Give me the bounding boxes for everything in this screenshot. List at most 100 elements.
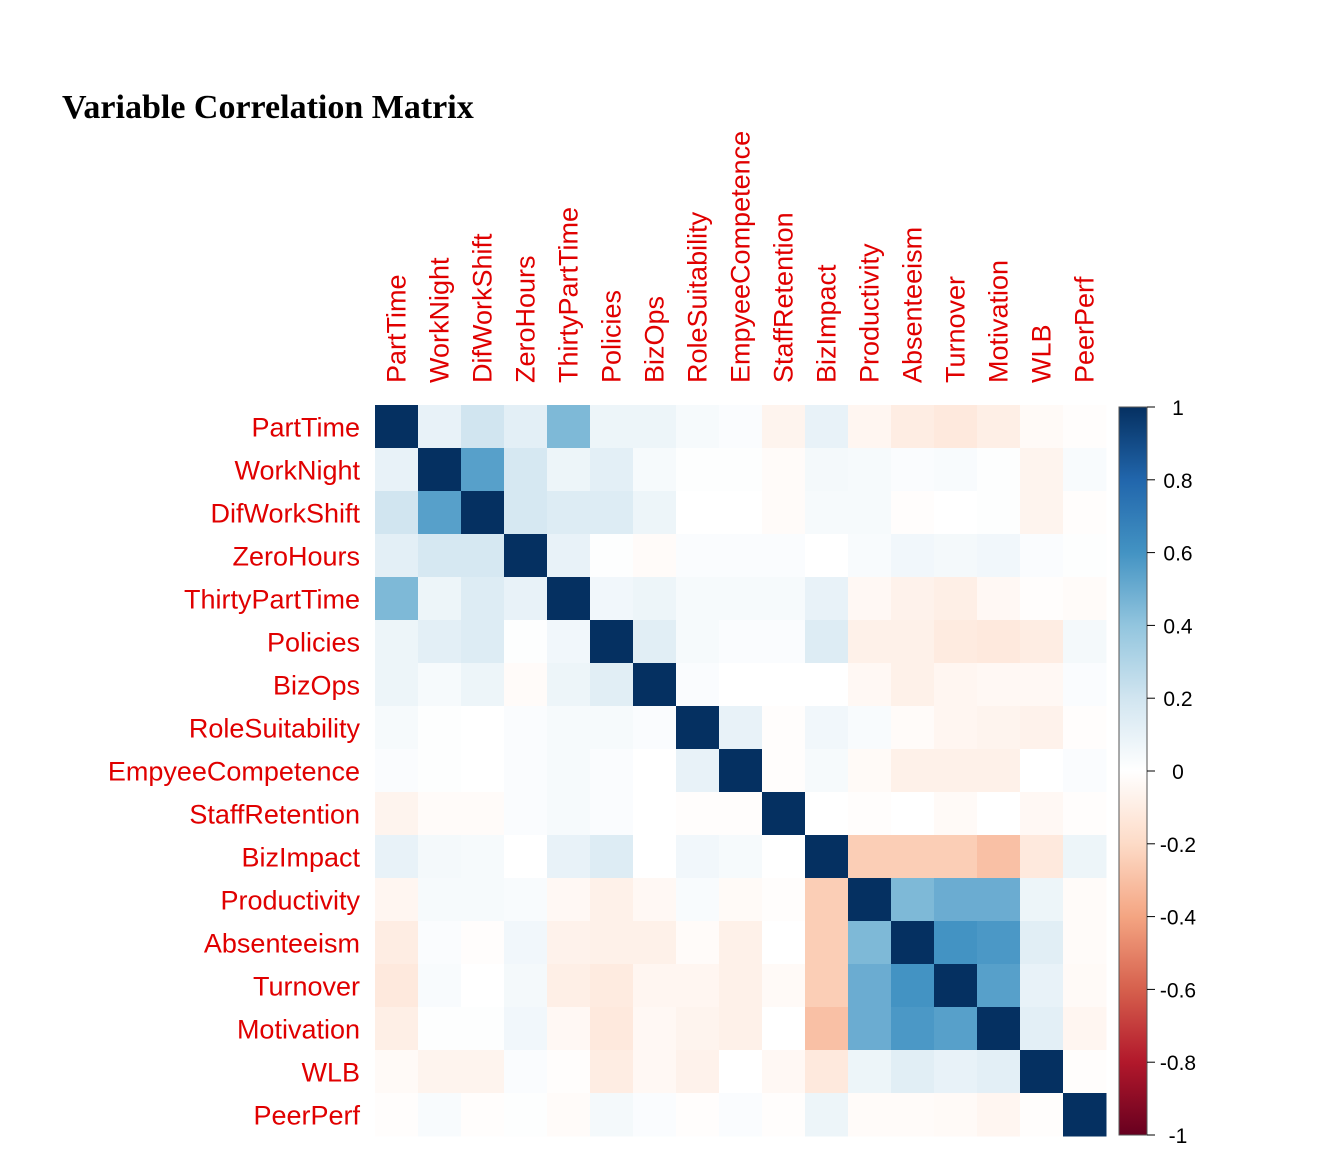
- heatmap-cell: [1063, 534, 1107, 578]
- heatmap-cell: [590, 921, 634, 965]
- heatmap-cell: [805, 405, 849, 449]
- heatmap-cell: [1020, 792, 1064, 836]
- heatmap-cell: [848, 577, 892, 621]
- heatmap-cell: [891, 706, 935, 750]
- heatmap-cell: [547, 706, 591, 750]
- colorbar-tick-label: -1: [1169, 1125, 1188, 1148]
- heatmap-cell: [1020, 835, 1064, 879]
- heatmap-cell: [977, 491, 1021, 535]
- heatmap-cell: [719, 964, 763, 1008]
- colorbar-tick-label: 0.2: [1163, 688, 1192, 711]
- heatmap-cell: [676, 534, 720, 578]
- heatmap-cell: [719, 491, 763, 535]
- heatmap-cell: [977, 448, 1021, 492]
- heatmap-cell: [590, 534, 634, 578]
- heatmap-cell: [762, 964, 806, 1008]
- heatmap-cell: [461, 1007, 505, 1051]
- heatmap-cell: [1063, 921, 1107, 965]
- row-label: ZeroHours: [232, 542, 360, 572]
- heatmap-cell: [633, 706, 677, 750]
- heatmap-cell: [418, 448, 462, 492]
- heatmap-cell: [676, 792, 720, 836]
- colorbar-tick-label: -0.6: [1160, 979, 1196, 1002]
- heatmap-cell: [891, 663, 935, 707]
- heatmap-cell: [633, 1007, 677, 1051]
- heatmap-cell: [676, 491, 720, 535]
- heatmap-cell: [375, 663, 419, 707]
- colorbar-tick-label: 1: [1172, 397, 1184, 420]
- colorbar-tick-label: 0.4: [1163, 615, 1193, 638]
- heatmap-cell: [1020, 534, 1064, 578]
- heatmap-cell: [375, 1050, 419, 1094]
- heatmap-cell: [934, 706, 978, 750]
- heatmap-cell: [805, 878, 849, 922]
- chart-title: Variable Correlation Matrix: [62, 89, 474, 126]
- heatmap-cell: [891, 792, 935, 836]
- row-label: BizOps: [273, 671, 360, 701]
- row-label: Policies: [267, 628, 360, 658]
- heatmap-cell: [719, 577, 763, 621]
- heatmap-cell: [504, 835, 548, 879]
- heatmap-cell: [676, 964, 720, 1008]
- heatmap-cell: [934, 835, 978, 879]
- heatmap-cell: [719, 620, 763, 664]
- heatmap-cell: [719, 1050, 763, 1094]
- heatmap-cell: [1063, 448, 1107, 492]
- heatmap-cell: [375, 534, 419, 578]
- heatmap-cell: [1063, 620, 1107, 664]
- heatmap-cell: [676, 405, 720, 449]
- column-label: BizImpact: [812, 264, 842, 383]
- heatmap-cell: [633, 1050, 677, 1094]
- column-labels: PartTime WorkNight DifWorkShift ZeroHours Th…: [382, 131, 1100, 383]
- heatmap-cell: [504, 878, 548, 922]
- heatmap-cell: [762, 1093, 806, 1137]
- column-label: EmpyeeCompetence: [726, 131, 756, 383]
- heatmap-cell: [1020, 405, 1064, 449]
- heatmap-cell: [504, 620, 548, 664]
- heatmap-cell: [1020, 1007, 1064, 1051]
- heatmap-cell: [805, 620, 849, 664]
- column-label: Absenteeism: [898, 227, 928, 383]
- heatmap-cell: [590, 706, 634, 750]
- heatmap-cell: [848, 663, 892, 707]
- heatmap-cell: [977, 577, 1021, 621]
- heatmap-cell: [375, 706, 419, 750]
- colorbar-tick-label: -0.4: [1160, 907, 1197, 930]
- heatmap-cell: [977, 534, 1021, 578]
- heatmap-cell: [504, 448, 548, 492]
- heatmap-cell: [590, 577, 634, 621]
- heatmap-cell: [461, 577, 505, 621]
- heatmap-cell: [461, 534, 505, 578]
- heatmap-cell: [1063, 1050, 1107, 1094]
- heatmap-cell: [934, 921, 978, 965]
- colorbar-tick-label: -0.2: [1160, 834, 1196, 857]
- heatmap-cell: [1063, 878, 1107, 922]
- heatmap-cell: [848, 749, 892, 793]
- heatmap-cell: [891, 749, 935, 793]
- heatmap-cell: [934, 491, 978, 535]
- heatmap-cell: [719, 706, 763, 750]
- heatmap-cell: [848, 706, 892, 750]
- heatmap-cell: [547, 1050, 591, 1094]
- heatmap-cell: [418, 964, 462, 1008]
- heatmap-cell: [676, 878, 720, 922]
- heatmap-cell: [891, 534, 935, 578]
- heatmap-cell: [418, 1093, 462, 1137]
- heatmap-cell: [848, 405, 892, 449]
- heatmap-cell: [418, 491, 462, 535]
- heatmap-cell: [633, 405, 677, 449]
- heatmap-cell: [1063, 1007, 1107, 1051]
- heatmap-cell: [461, 835, 505, 879]
- heatmap-cell: [418, 878, 462, 922]
- heatmap-cell: [719, 749, 763, 793]
- column-label: PartTime: [382, 274, 412, 383]
- heatmap-cell: [547, 663, 591, 707]
- heatmap-cell: [547, 577, 591, 621]
- heatmap-cell: [461, 792, 505, 836]
- heatmap-cell: [848, 1093, 892, 1137]
- heatmap-cell: [504, 921, 548, 965]
- heatmap-cell: [504, 405, 548, 449]
- heatmap-cell: [504, 534, 548, 578]
- heatmap-cell: [762, 835, 806, 879]
- heatmap-cell: [676, 577, 720, 621]
